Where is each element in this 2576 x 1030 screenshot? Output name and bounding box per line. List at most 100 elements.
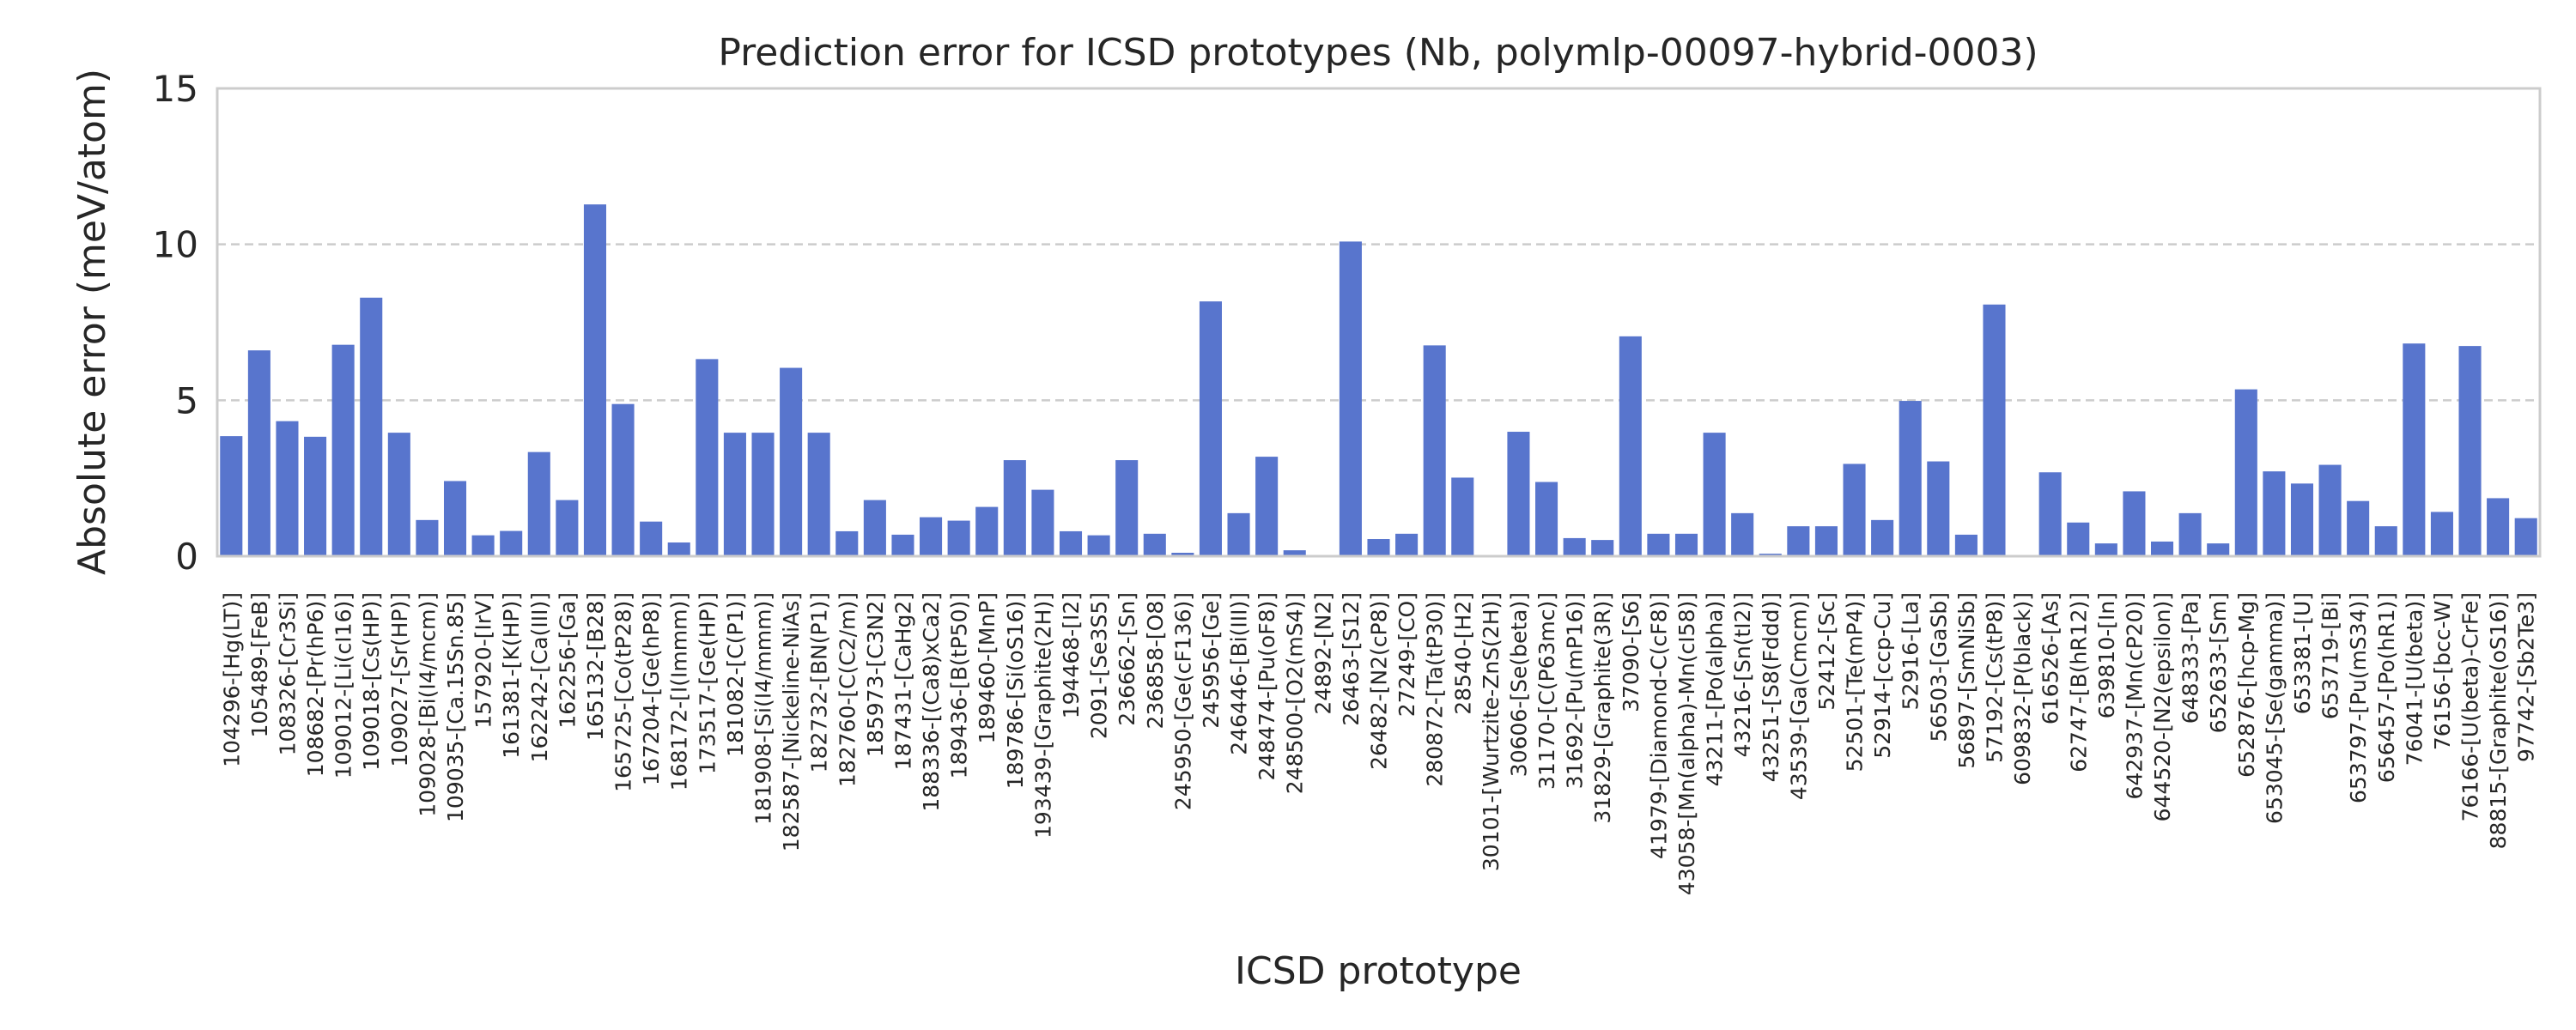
x-tick-label: 109018-[Cs(HP)] <box>359 592 384 771</box>
bar <box>1423 345 1446 556</box>
bar <box>1899 401 1922 556</box>
bar <box>1731 512 1754 556</box>
bar <box>1563 537 1586 556</box>
bar <box>863 500 886 556</box>
x-tick-label: 161381-[K(HP)] <box>499 592 524 759</box>
bar <box>1927 461 1950 556</box>
x-axis-label: ICSD prototype <box>1235 949 1522 993</box>
bar <box>891 534 914 556</box>
bar <box>1031 489 1054 556</box>
x-tick-label: 193439-[Graphite(2H)] <box>1030 592 1055 839</box>
x-tick-label: 162256-[Ga] <box>555 592 580 729</box>
y-tick-label: 15 <box>153 68 198 110</box>
x-tick-label: 185973-[C3N2] <box>863 592 888 757</box>
bar <box>1087 535 1110 556</box>
x-tick-label: 76166-[U(beta)-CrFe] <box>2458 592 2483 821</box>
bar <box>1255 457 1279 556</box>
x-tick-label: 31829-[Graphite(3R)] <box>1590 592 1615 824</box>
bar <box>1647 533 1670 556</box>
bar <box>611 403 635 556</box>
bar <box>527 451 550 556</box>
bar <box>1954 534 1978 556</box>
gridlines <box>217 243 2540 402</box>
x-tick-label: 52914-[ccp-Cu] <box>1870 592 1895 759</box>
x-tick-label: 642937-[Mn(cP20)] <box>2122 592 2147 800</box>
x-tick-label: 652633-[Sm] <box>2206 592 2231 733</box>
bar <box>1591 540 1614 556</box>
x-tick-label: 31692-[Pu(mP16)] <box>1563 592 1588 789</box>
bar <box>2290 483 2314 556</box>
x-tick-label: 653045-[Se(gamma)] <box>2262 592 2287 824</box>
bar <box>1059 530 1083 556</box>
x-tick-label: 165725-[Co(tP28)] <box>611 592 636 792</box>
x-tick-label: 189460-[MnP] <box>975 592 999 743</box>
bar <box>1535 482 1558 556</box>
x-tick-label: 43539-[Ga(Cmcm)] <box>1786 592 1811 800</box>
y-axis-label: Absolute error (meV/atom) <box>70 69 114 575</box>
bar <box>500 530 523 556</box>
x-tick-label: 653381-[U] <box>2290 592 2315 714</box>
plot-frame <box>216 87 2542 558</box>
bar <box>2458 346 2482 556</box>
bar <box>360 297 383 556</box>
bar <box>975 506 999 556</box>
x-tick-label: 41979-[Diamond-C(cF8)] <box>1646 592 1671 859</box>
x-tick-label: 182732-[BN(P1)] <box>807 592 832 772</box>
bar <box>1199 301 1222 556</box>
bar <box>1674 533 1698 556</box>
x-tick-label: 162242-[Ca(III)] <box>527 592 552 762</box>
x-tick-label: 30606-[Se(beta)] <box>1506 592 1531 777</box>
x-tick-label: 2091-[Se3S5] <box>1087 592 1112 739</box>
bar <box>276 421 299 556</box>
bar <box>471 535 495 556</box>
x-tick-label: 27249-[CO] <box>1394 592 1419 717</box>
bar <box>640 521 663 556</box>
bar <box>920 517 943 556</box>
bar <box>947 520 970 556</box>
x-tick-label: 609832-[P(black)] <box>2010 592 2035 785</box>
x-tick-label: 97742-[Sb2Te3] <box>2514 592 2539 762</box>
x-tick-label: 108326-[Cr3Si] <box>275 592 300 755</box>
bar <box>1619 336 1642 556</box>
x-tick-label: 43216-[Sn(tI2)] <box>1730 592 1755 757</box>
x-tick-label: 182760-[C(C2/m)] <box>835 592 860 787</box>
bar <box>835 530 859 556</box>
bar <box>2318 464 2342 556</box>
x-tick-label: 157920-[IrV] <box>471 592 496 729</box>
bar <box>2038 472 2062 556</box>
x-tick-label: 280872-[Ta(tP30)] <box>1423 592 1448 787</box>
bar <box>1003 460 1026 556</box>
bar <box>1367 539 1390 556</box>
bar <box>304 436 327 556</box>
bar <box>1451 477 1474 556</box>
bar <box>1283 550 1306 556</box>
x-tick-label: 648333-[Pa] <box>2178 592 2203 724</box>
x-tick-label: 105489-[FeB] <box>247 592 272 738</box>
bar <box>1339 241 1362 556</box>
x-tick-label: 653797-[Pu(mS34)] <box>2346 592 2371 803</box>
x-tick-label: 37090-[S6] <box>1619 592 1643 712</box>
bar <box>2067 522 2090 556</box>
x-tick-label: 236858-[O8] <box>1143 592 1168 730</box>
x-tick-label: 248474-[Pu(oF8)] <box>1255 592 1279 781</box>
x-tick-label: 76156-[bcc-W] <box>2430 592 2455 750</box>
x-tick-label: 52412-[Sc] <box>1814 592 1839 711</box>
bar <box>387 433 410 556</box>
x-tick-label: 109028-[Bi(I4/mcm)] <box>415 592 440 817</box>
x-tick-label: 165132-[B28] <box>583 592 608 741</box>
bar <box>1787 526 1810 556</box>
x-tick-label: 189786-[Si(oS16)] <box>1003 592 1028 789</box>
bar <box>2234 389 2257 556</box>
bar <box>667 542 690 556</box>
x-tick-label: 43251-[S8(Fddd)] <box>1759 592 1783 782</box>
x-tick-label: 181908-[Si(I4/mmm)] <box>751 592 776 825</box>
x-tick-label: 653719-[Bi] <box>2318 592 2343 719</box>
bar <box>2487 498 2510 556</box>
bar <box>2150 541 2174 556</box>
bar <box>2347 500 2370 556</box>
y-tick-label: 5 <box>175 379 198 421</box>
bar <box>2403 343 2426 556</box>
x-tick-label: 182587-[Nickeline-NiAs] <box>779 592 804 851</box>
x-tick-label: 246446-[Bi(III)] <box>1227 592 1252 755</box>
bar <box>1843 464 1866 556</box>
